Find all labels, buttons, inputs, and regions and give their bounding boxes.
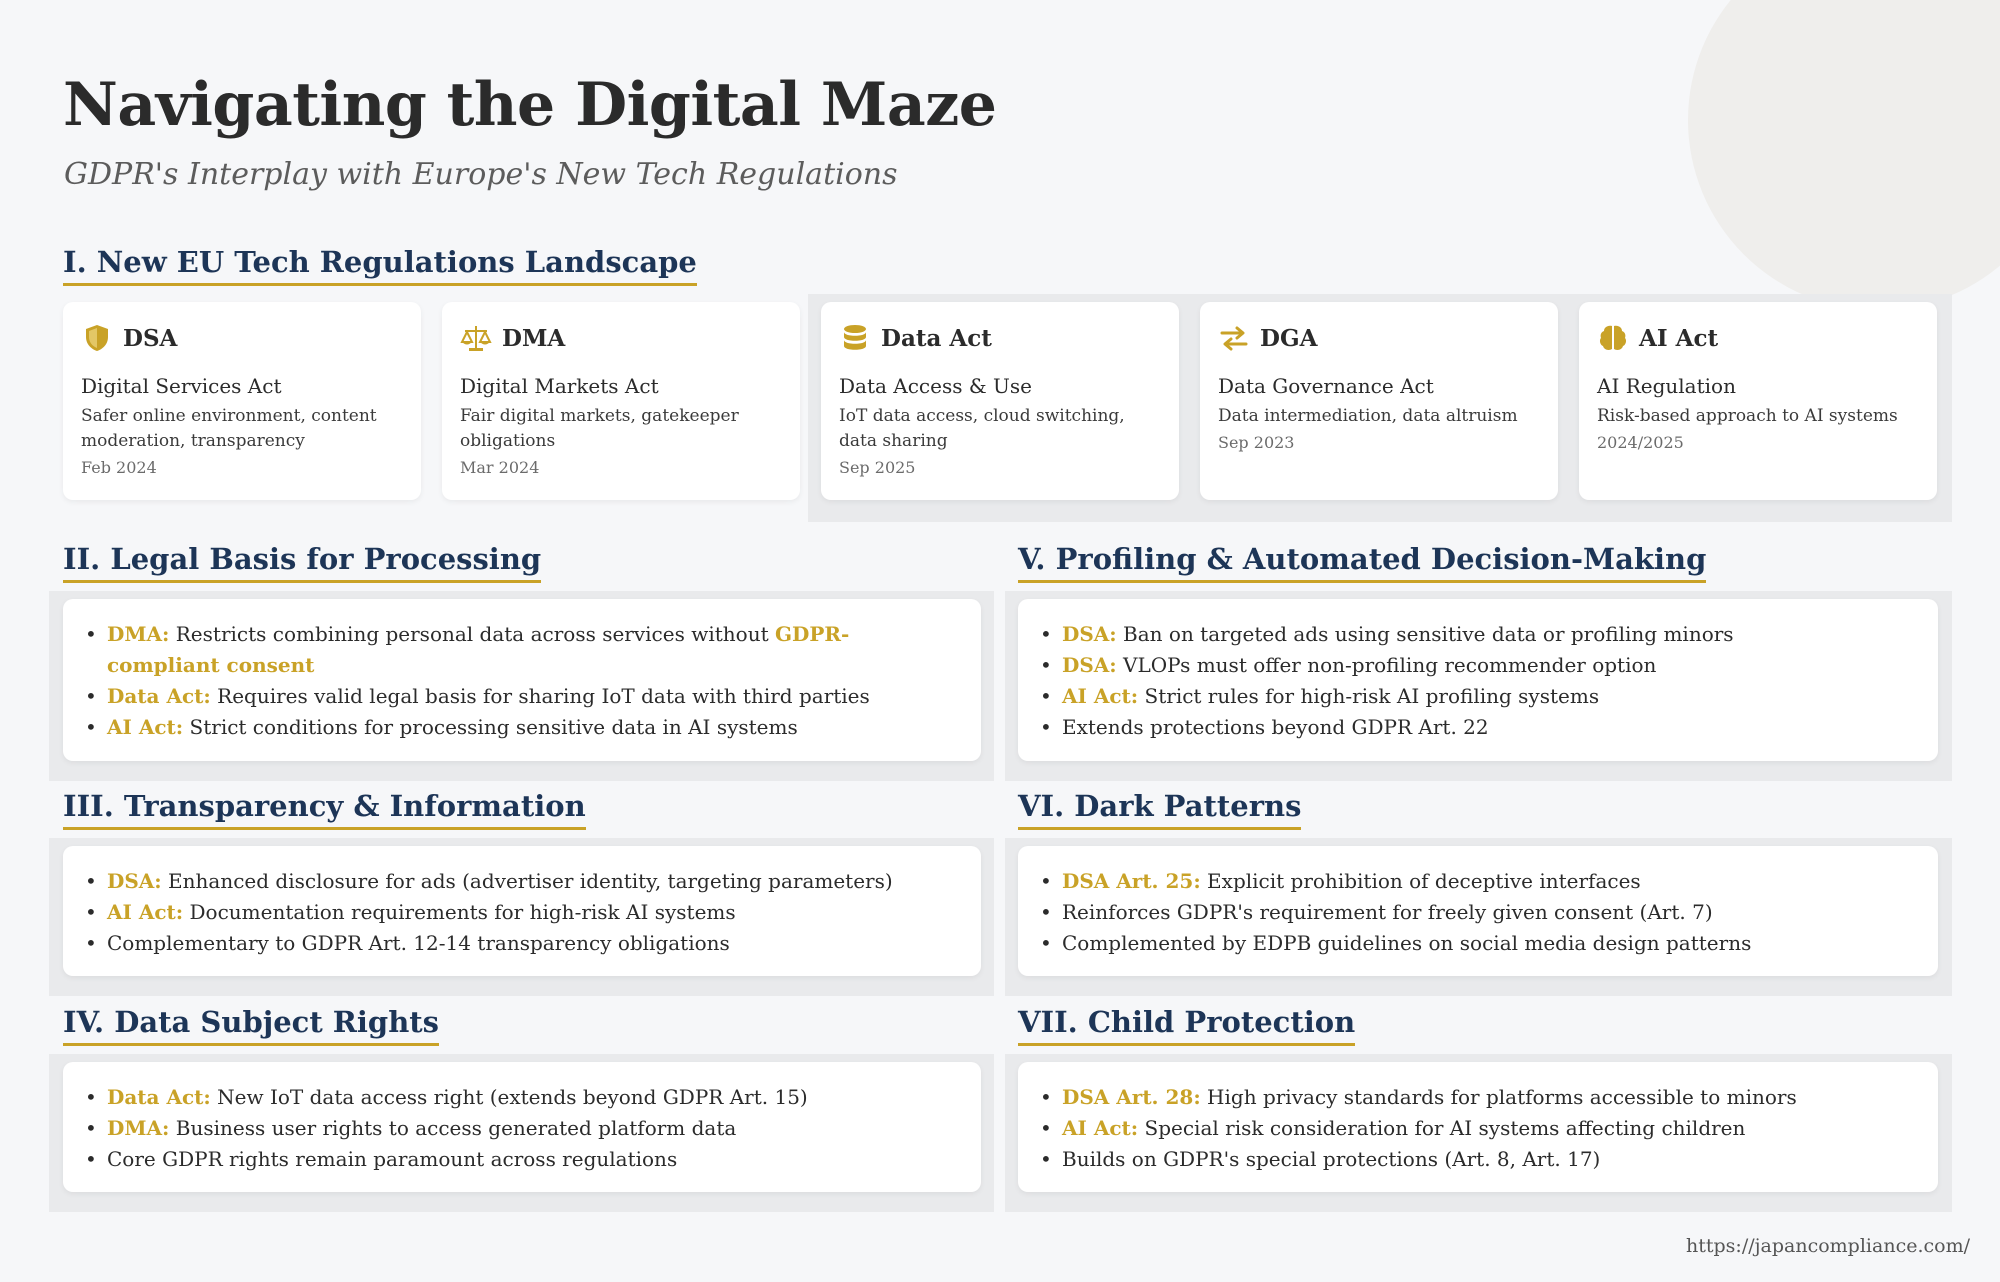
reg-name: DGA — [1260, 324, 1318, 352]
child-protection-card: DSA Art. 28: High privacy standards for … — [1018, 1062, 1938, 1192]
reg-date: Sep 2023 — [1218, 433, 1295, 452]
rights-card: Data Act: New IoT data access right (ext… — [63, 1062, 981, 1192]
reg-name: DMA — [502, 324, 566, 352]
list-item: AI Act: Strict conditions for processing… — [85, 712, 961, 743]
reg-date: Mar 2024 — [460, 458, 540, 477]
reg-description: Safer online environment, content modera… — [81, 406, 377, 451]
list-item: Data Act: Requires valid legal basis for… — [85, 681, 961, 712]
list-item: Complemented by EDPB guidelines on socia… — [1040, 928, 1918, 959]
list-item: Complementary to GDPR Art. 12-14 transpa… — [85, 928, 961, 959]
list-item: DSA: VLOPs must offer non-profiling reco… — [1040, 650, 1918, 681]
list-item: AI Act: Special risk consideration for A… — [1040, 1113, 1918, 1144]
list-item: AI Act: Documentation requirements for h… — [85, 897, 961, 928]
profiling-list: DSA: Ban on targeted ads using sensitive… — [1040, 619, 1918, 743]
list-item: DSA Art. 25: Explicit prohibition of dec… — [1040, 866, 1918, 897]
reg-name: AI Act — [1639, 324, 1719, 352]
rights-list: Data Act: New IoT data access right (ext… — [85, 1082, 961, 1175]
list-item: DSA: Ban on targeted ads using sensitive… — [1040, 619, 1918, 650]
dark-patterns-card: DSA Art. 25: Explicit prohibition of dec… — [1018, 846, 1938, 976]
section-heading-data-subject-rights: IV. Data Subject Rights — [63, 1005, 440, 1046]
reg-full-name: Data Access & Use — [839, 374, 1032, 398]
reg-description: Risk-based approach to AI systems — [1597, 406, 1898, 426]
list-item: DMA: Business user rights to access gene… — [85, 1113, 961, 1144]
legal-basis-list: DMA: Restricts combining personal data a… — [85, 619, 961, 743]
shield-icon — [86, 325, 108, 351]
reg-description: Fair digital markets, gatekeeper obligat… — [460, 406, 739, 451]
legal-basis-card: DMA: Restricts combining personal data a… — [63, 599, 981, 761]
list-item: DSA: Enhanced disclosure for ads (advert… — [85, 866, 961, 897]
reg-name: Data Act — [881, 324, 992, 352]
database-icon — [844, 325, 866, 350]
section-heading-profiling: V. Profiling & Automated Decision-Making — [1018, 542, 1707, 583]
brain-icon — [1599, 325, 1627, 350]
section-heading-legal-basis: II. Legal Basis for Processing — [63, 542, 542, 583]
reg-name: DSA — [123, 324, 178, 352]
reg-description: Data intermediation, data altruism — [1218, 406, 1518, 426]
balance-scale-icon — [460, 326, 492, 351]
reg-full-name: Data Governance Act — [1218, 374, 1434, 398]
list-item: Builds on GDPR's special protections (Ar… — [1040, 1144, 1918, 1175]
reg-full-name: Digital Markets Act — [460, 374, 659, 398]
section-heading-child-protection: VII. Child Protection — [1018, 1005, 1356, 1046]
reg-card-data-act: Data Act Data Access & Use IoT data acce… — [821, 302, 1179, 500]
transparency-list: DSA: Enhanced disclosure for ads (advert… — [85, 866, 961, 959]
section-heading-landscape: I. New EU Tech Regulations Landscape — [63, 245, 697, 286]
reg-card-dga: DGA Data Governance Act Data intermediat… — [1200, 302, 1558, 500]
reg-description: IoT data access, cloud switching, data s… — [839, 406, 1125, 451]
list-item: Data Act: New IoT data access right (ext… — [85, 1082, 961, 1113]
dark-patterns-list: DSA Art. 25: Explicit prohibition of dec… — [1040, 866, 1918, 959]
exchange-arrows-icon — [1220, 326, 1248, 351]
list-item: Reinforces GDPR's requirement for freely… — [1040, 897, 1918, 928]
page-subtitle: GDPR's Interplay with Europe's New Tech … — [64, 157, 898, 192]
list-item: Core GDPR rights remain paramount across… — [85, 1144, 961, 1175]
reg-card-dsa: DSA Digital Services Act Safer online en… — [63, 302, 421, 500]
footer-url[interactable]: https://japancompliance.com/ — [1686, 1235, 1970, 1257]
reg-date: Sep 2025 — [839, 458, 916, 477]
decorative-circle — [1688, 0, 2000, 310]
reg-full-name: Digital Services Act — [81, 374, 282, 398]
reg-card-ai-act: AI Act AI Regulation Risk-based approach… — [1579, 302, 1937, 500]
page-title: Navigating the Digital Maze — [63, 70, 997, 140]
reg-date: 2024/2025 — [1597, 433, 1684, 452]
list-item: Extends protections beyond GDPR Art. 22 — [1040, 712, 1918, 743]
reg-full-name: AI Regulation — [1597, 374, 1736, 398]
profiling-card: DSA: Ban on targeted ads using sensitive… — [1018, 599, 1938, 761]
transparency-card: DSA: Enhanced disclosure for ads (advert… — [63, 846, 981, 976]
section-heading-transparency: III. Transparency & Information — [63, 789, 586, 830]
reg-date: Feb 2024 — [81, 458, 157, 477]
reg-card-dma: DMA Digital Markets Act Fair digital mar… — [442, 302, 800, 500]
list-item: DMA: Restricts combining personal data a… — [85, 619, 961, 681]
list-item: DSA Art. 28: High privacy standards for … — [1040, 1082, 1918, 1113]
section-heading-dark-patterns: VI. Dark Patterns — [1018, 789, 1302, 830]
child-protection-list: DSA Art. 28: High privacy standards for … — [1040, 1082, 1918, 1175]
list-item: AI Act: Strict rules for high-risk AI pr… — [1040, 681, 1918, 712]
